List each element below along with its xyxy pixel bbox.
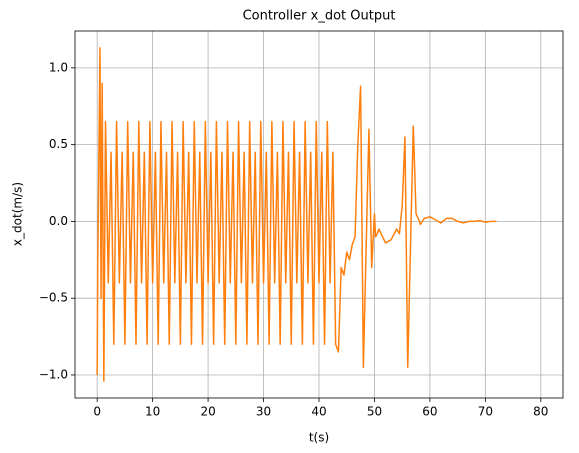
x-tick-label: 50 [367,405,382,419]
chart-title: Controller x_dot Output [243,9,396,24]
x-axis-label: t(s) [309,431,329,445]
y-axis-label: x_dot(m/s) [11,182,25,246]
x-tick-label: 30 [256,405,271,419]
y-tick-label: −0.5 [39,291,68,305]
data-line [96,47,497,382]
x-tick-label: 20 [200,405,215,419]
x-tick-label: 60 [422,405,437,419]
plot-frame [74,30,564,399]
y-tick-label: 1.0 [49,60,68,74]
x-tick-label: 70 [478,405,493,419]
x-tick-label: 10 [145,405,160,419]
y-tick-label: 0.5 [49,137,68,151]
x-tick-label: 40 [311,405,326,419]
x-tick-label: 0 [93,405,101,419]
y-tick-label: −1.0 [39,367,68,381]
x-tick-label: 80 [533,405,548,419]
y-tick-label: 0.0 [49,214,68,228]
